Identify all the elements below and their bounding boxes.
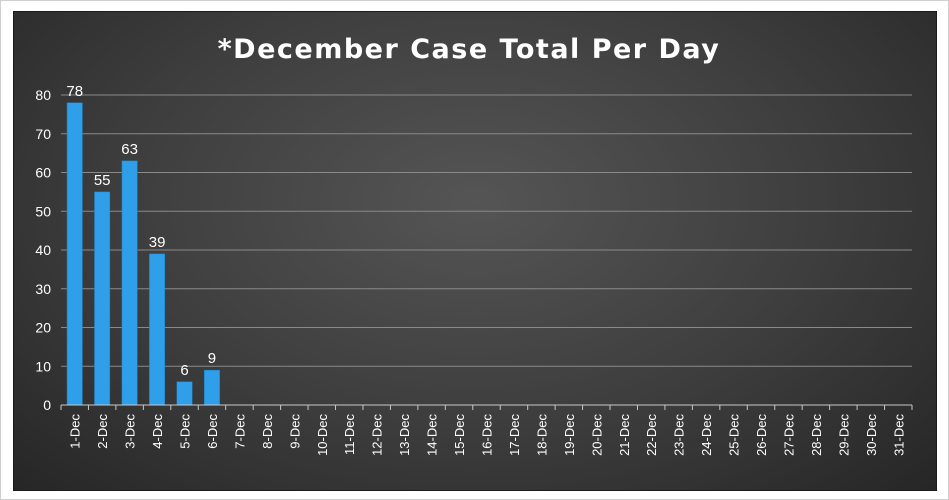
bars <box>66 102 220 406</box>
x-tick-label: 7-Dec <box>232 414 247 449</box>
x-tick-label: 28-Dec <box>809 414 824 456</box>
x-tick-label: 30-Dec <box>864 414 879 456</box>
x-tick-label: 8-Dec <box>260 414 275 449</box>
x-tick-label: 5-Dec <box>178 414 193 449</box>
x-tick-label: 4-Dec <box>150 414 165 449</box>
x-axis <box>60 404 913 410</box>
x-tick-label: 15-Dec <box>452 414 467 456</box>
data-label-3-Dec: 63 <box>121 141 138 158</box>
x-tick-label: 17-Dec <box>507 414 522 456</box>
x-tick-label: 10-Dec <box>315 414 330 456</box>
data-label-5-Dec: 6 <box>180 362 188 379</box>
x-tick-label: 9-Dec <box>287 414 302 449</box>
x-tick-label: 29-Dec <box>836 414 851 456</box>
chart-panel: *December Case Total Per Day 0 10 20 30 40 50… <box>13 11 937 491</box>
x-tick-label: 16-Dec <box>480 414 495 456</box>
x-tick-label: 1-Dec <box>68 414 83 449</box>
x-tick-label: 11-Dec <box>342 414 357 455</box>
x-tick-label: 6-Dec <box>205 414 220 449</box>
y-tick-label: 0 <box>43 397 51 413</box>
bar-chart: *December Case Total Per Day 0 10 20 30 40 50… <box>35 34 913 456</box>
x-tick-label: 25-Dec <box>727 414 742 456</box>
data-labels: 78 55 63 39 6 9 <box>66 83 216 379</box>
x-tick-label: 26-Dec <box>754 414 769 456</box>
x-tick-label: 27-Dec <box>781 414 796 456</box>
y-tick-label: 70 <box>35 126 51 142</box>
x-tick-label: 23-Dec <box>672 414 687 456</box>
bar-3-Dec <box>121 160 138 406</box>
data-label-2-Dec: 55 <box>94 172 111 189</box>
x-tick-label: 20-Dec <box>589 414 604 456</box>
x-tick-label: 18-Dec <box>534 414 549 456</box>
bar-6-Dec <box>204 369 220 406</box>
data-label-4-Dec: 39 <box>149 234 166 251</box>
chart-title: *December Case Total Per Day <box>218 34 721 65</box>
data-label-1-Dec: 78 <box>66 83 83 100</box>
x-tick-label: 13-Dec <box>397 414 412 456</box>
x-tick-label: 24-Dec <box>699 414 714 456</box>
bar-4-Dec <box>149 253 166 406</box>
x-tick-label: 12-Dec <box>370 414 385 456</box>
bar-1-Dec <box>66 102 83 406</box>
y-tick-label: 10 <box>35 358 51 374</box>
bar-5-Dec <box>176 381 193 406</box>
x-tick-label: 19-Dec <box>562 414 577 456</box>
bar-2-Dec <box>94 191 111 406</box>
y-tick-label: 40 <box>35 242 51 258</box>
gridlines <box>61 94 912 367</box>
x-tick-label: 3-Dec <box>123 414 138 449</box>
x-tick-label: 22-Dec <box>644 414 659 456</box>
x-axis-ticks: 1-Dec 2-Dec 3-Dec 4-Dec 5-Dec 6-Dec 7-Dec 8-Dec… <box>68 414 907 456</box>
y-tick-label: 50 <box>35 203 51 219</box>
x-tick-label: 14-Dec <box>425 414 440 456</box>
y-tick-label: 80 <box>35 87 51 103</box>
x-tick-label: 31-Dec <box>891 414 906 456</box>
y-tick-label: 30 <box>35 281 51 297</box>
x-tick-label: 2-Dec <box>95 414 110 449</box>
y-tick-label: 20 <box>35 320 51 336</box>
y-tick-label: 60 <box>35 165 51 181</box>
y-axis-ticks: 0 10 20 30 40 50 60 70 80 <box>35 87 51 413</box>
x-tick-label: 21-Dec <box>617 414 632 456</box>
data-label-6-Dec: 9 <box>208 350 216 367</box>
